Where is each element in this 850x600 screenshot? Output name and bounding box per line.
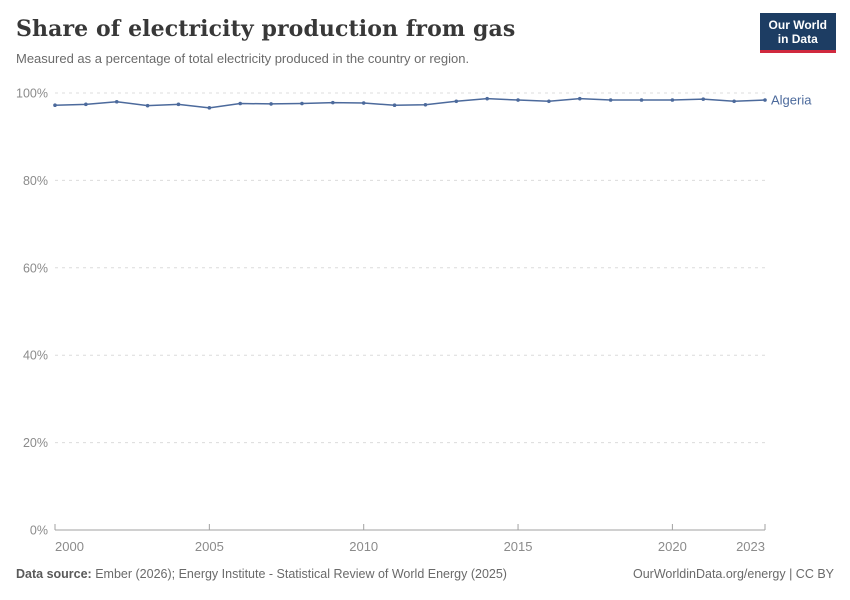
data-point	[639, 98, 644, 102]
chart-footer: Data source: Ember (2026); Energy Instit…	[16, 567, 834, 581]
data-point	[701, 97, 706, 101]
data-point	[238, 101, 243, 106]
data-point	[361, 101, 366, 105]
x-tick-label: 2000	[55, 539, 84, 554]
data-point	[423, 102, 428, 107]
y-tick-label: 80%	[23, 174, 48, 188]
data-point	[608, 98, 613, 102]
data-point	[331, 100, 335, 105]
data-point	[114, 99, 119, 104]
data-point	[392, 103, 397, 108]
y-tick-label: 60%	[23, 261, 48, 275]
owid-logo-line2: in Data	[777, 32, 818, 46]
data-point	[300, 101, 304, 106]
data-point	[547, 99, 551, 104]
owid-logo: Our World in Data	[759, 13, 836, 53]
y-tick-label: 100%	[16, 87, 48, 101]
data-point	[485, 96, 489, 101]
x-tick-label: 2023	[736, 539, 765, 554]
x-tick-label: 2015	[504, 539, 533, 554]
data-point	[732, 99, 736, 104]
x-tick-label: 2005	[195, 539, 224, 554]
x-tick-label: 2010	[349, 539, 378, 554]
data-point	[84, 102, 88, 107]
data-point	[670, 98, 675, 102]
y-tick-label: 0%	[30, 524, 48, 538]
data-point	[454, 99, 459, 104]
owid-logo-line1: Our World	[768, 18, 827, 32]
data-point	[207, 106, 212, 110]
chart-title: Share of electricity production from gas	[16, 16, 516, 42]
data-point	[577, 96, 582, 101]
data-source-label: Data source:	[16, 567, 92, 581]
data-point	[145, 103, 150, 108]
data-point	[176, 102, 181, 107]
data-source: Data source: Ember (2026); Energy Instit…	[16, 567, 507, 581]
data-point	[763, 98, 767, 102]
data-point	[516, 98, 520, 102]
data-line	[54, 97, 766, 109]
data-point	[269, 102, 273, 106]
series-end-label: Algeria	[771, 92, 812, 107]
chart-subtitle: Measured as a percentage of total electr…	[16, 51, 470, 66]
chart-header: Share of electricity production from gas…	[16, 14, 750, 66]
data-point	[53, 103, 57, 108]
data-source-text: Ember (2026); Energy Institute - Statist…	[91, 567, 507, 581]
x-tick-label: 2020	[658, 539, 687, 554]
credit-line: OurWorldinData.org/energy | CC BY	[632, 567, 834, 581]
y-tick-label: 40%	[23, 349, 48, 363]
y-tick-label: 20%	[23, 436, 48, 450]
